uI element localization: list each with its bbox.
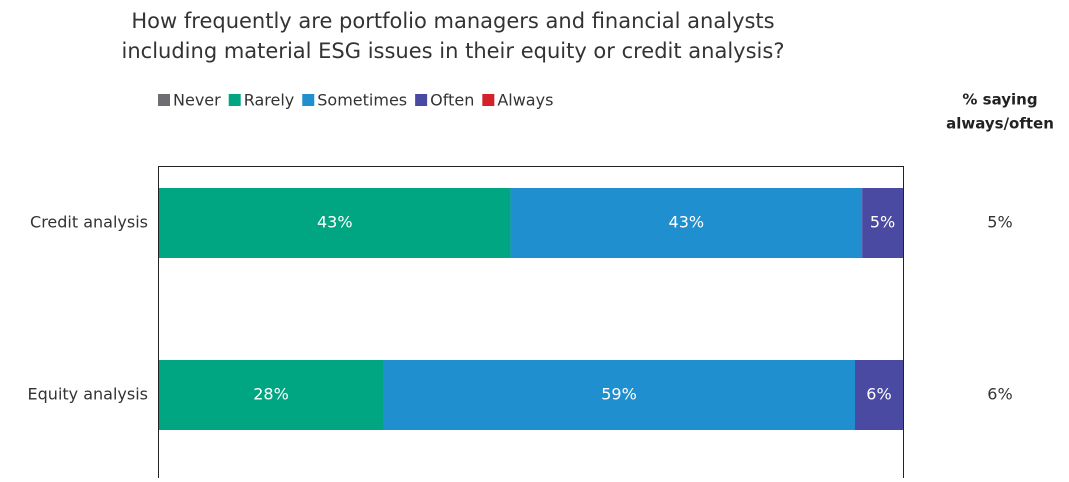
value-label: 6%: [866, 385, 891, 404]
legend-swatch: [228, 94, 241, 106]
legend-swatch: [415, 94, 428, 106]
bar-segment: [510, 188, 863, 258]
bar-segment: [855, 360, 903, 430]
category-label: Equity analysis: [28, 385, 148, 404]
category-label: Credit analysis: [30, 213, 148, 232]
bar-segment: [862, 188, 903, 258]
bar-segment: [159, 360, 383, 430]
chart-title: including material ESG issues in their e…: [122, 39, 785, 63]
legend-swatch: [302, 94, 315, 106]
value-label: 28%: [253, 385, 289, 404]
legend-label: Often: [430, 91, 474, 110]
legend-swatch: [482, 94, 495, 106]
legend-label: Sometimes: [317, 91, 407, 110]
side-header: always/often: [946, 115, 1054, 133]
side-value: 6%: [987, 385, 1012, 404]
side-header: % saying: [962, 91, 1037, 109]
value-label: 43%: [669, 213, 705, 232]
bar-segment: [383, 360, 855, 430]
plot-frame: [158, 166, 904, 478]
chart-title: How frequently are portfolio managers an…: [131, 9, 774, 33]
bar-segment: [159, 188, 511, 258]
legend-label: Always: [497, 91, 553, 110]
legend-label: Never: [173, 91, 221, 110]
value-label: 43%: [317, 213, 353, 232]
value-label: 5%: [870, 213, 895, 232]
value-label: 59%: [601, 385, 637, 404]
legend-label: Rarely: [244, 91, 295, 110]
side-value: 5%: [987, 213, 1012, 232]
legend-swatch: [158, 94, 170, 106]
